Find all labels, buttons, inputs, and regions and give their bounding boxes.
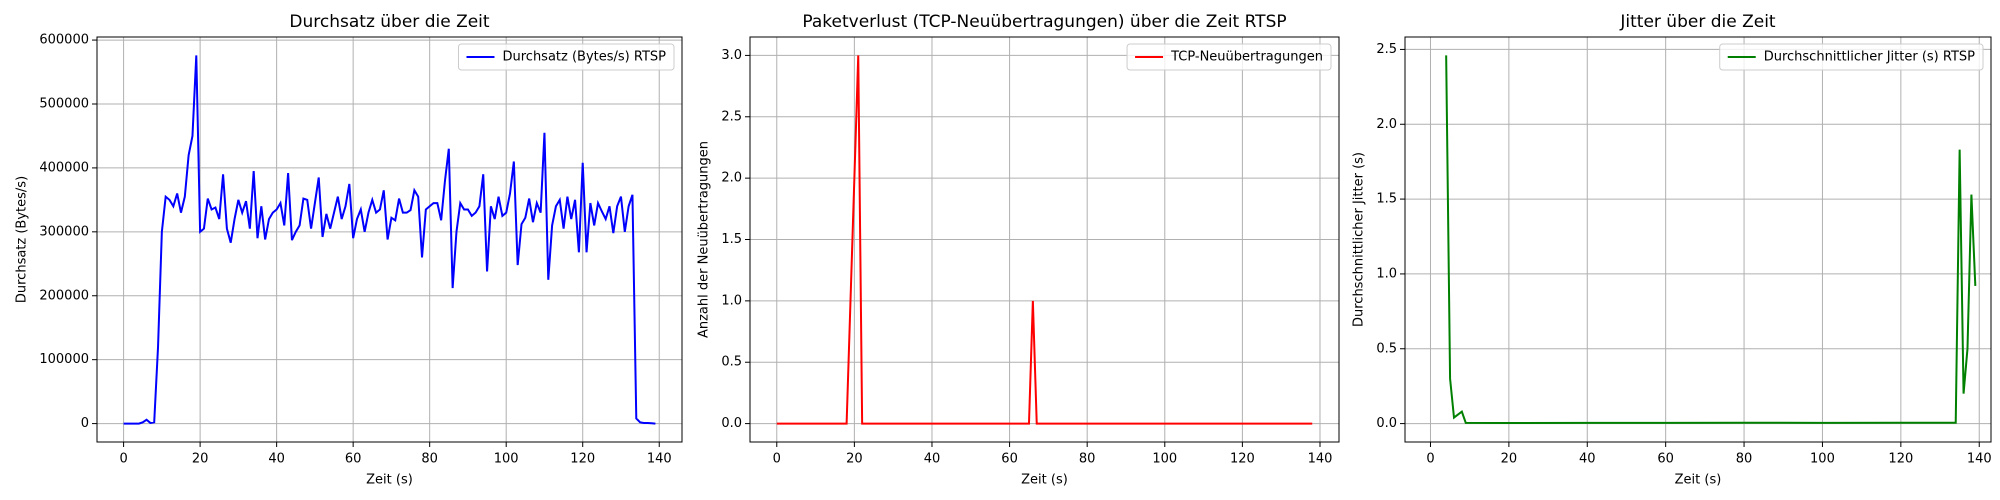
y-tick-label: 1.0 (1376, 266, 1397, 281)
x-tick-label: 120 (1888, 452, 1913, 467)
x-tick-label: 100 (494, 452, 519, 467)
y-tick-label: 100000 (39, 352, 89, 367)
y-tick-label: 500000 (39, 96, 89, 111)
x-tick-label: 0 (1426, 452, 1434, 467)
x-tick-label: 0 (119, 452, 127, 467)
legend-box (1719, 43, 1984, 71)
legend: Durchschnittlicher Jitter (s) RTSP (1719, 43, 1984, 71)
x-tick-label: 60 (1001, 452, 1018, 467)
y-tick-label: 400000 (39, 160, 89, 175)
x-tick-label: 80 (1736, 452, 1753, 467)
legend-box (1126, 43, 1332, 71)
chart-title: Durchsatz über die Zeit (289, 12, 489, 32)
y-tick-label: 600000 (39, 33, 89, 48)
x-tick-label: 100 (1810, 452, 1835, 467)
y-axis-label: Anzahl der Neuübertragungen (697, 141, 712, 338)
x-tick-label: 40 (924, 452, 941, 467)
y-tick-label: 2.0 (721, 171, 742, 186)
y-tick-label: 0.5 (721, 355, 742, 370)
x-tick-label: 140 (647, 452, 672, 467)
y-axis-label: Durchschnittlicher Jitter (s) (1352, 152, 1367, 327)
y-tick-label: 0.0 (721, 416, 742, 431)
legend: Durchsatz (Bytes/s) RTSP (457, 43, 675, 71)
axes-frame (749, 36, 1340, 443)
legend-box (457, 43, 675, 71)
x-tick-label: 80 (421, 452, 438, 467)
x-tick-label: 60 (345, 452, 362, 467)
x-tick-label: 20 (192, 452, 209, 467)
x-tick-label: 120 (570, 452, 595, 467)
y-tick-label: 200000 (39, 288, 89, 303)
x-tick-label: 0 (773, 452, 781, 467)
y-tick-label: 3.0 (721, 48, 742, 63)
axes-frame (1404, 36, 1992, 443)
chart-title: Paketverlust (TCP-Neuübertragungen) über… (802, 12, 1286, 32)
x-axis-label: Zeit (s) (1021, 473, 1068, 488)
legend-label: Durchsatz (Bytes/s) RTSP (502, 50, 666, 65)
x-tick-label: 120 (1230, 452, 1255, 467)
x-tick-label: 100 (1152, 452, 1177, 467)
x-axis-label: Zeit (s) (366, 473, 413, 488)
x-tick-label: 20 (1501, 452, 1518, 467)
y-tick-label: 2.5 (1376, 42, 1397, 57)
y-axis-label: Durchsatz (Bytes/s) (15, 176, 30, 303)
x-tick-label: 80 (1079, 452, 1096, 467)
legend-label: TCP-Neuübertragungen (1170, 50, 1323, 65)
legend: TCP-Neuübertragungen (1126, 43, 1332, 71)
y-tick-label: 0.0 (1376, 416, 1397, 431)
y-tick-label: 0 (81, 416, 89, 431)
x-tick-label: 140 (1967, 452, 1992, 467)
y-tick-label: 1.5 (721, 232, 742, 247)
legend-label: Durchschnittlicher Jitter (s) RTSP (1764, 50, 1975, 65)
y-tick-label: 1.5 (1376, 192, 1397, 207)
x-axis-label: Zeit (s) (1675, 473, 1722, 488)
axes-frame (96, 36, 683, 443)
x-tick-label: 20 (846, 452, 863, 467)
x-tick-label: 40 (268, 452, 285, 467)
y-tick-label: 0.5 (1376, 341, 1397, 356)
subplot: 0 20 40 60 80 100 120 140 0 100000 200000 300000 400… (15, 12, 683, 488)
y-tick-label: 2.5 (721, 109, 742, 124)
x-tick-label: 140 (1308, 452, 1333, 467)
data-line (1445, 55, 1977, 424)
x-tick-label: 40 (1579, 452, 1596, 467)
data-line (776, 55, 1313, 425)
subplot: 0 20 40 60 80 100 120 140 0.0 0.5 1.0 1.5 2.0 2.5 3.0 P… (697, 12, 1340, 488)
y-tick-label: 300000 (39, 224, 89, 239)
y-tick-label: 1.0 (721, 293, 742, 308)
x-tick-label: 60 (1657, 452, 1674, 467)
y-tick-label: 2.0 (1376, 117, 1397, 132)
chart-title: Jitter über die Zeit (1619, 12, 1776, 32)
subplot: 0 20 40 60 80 100 120 140 0.0 0.5 1.0 1.5 2.0 2.5 Jitt… (1352, 12, 1992, 488)
data-line (123, 55, 656, 425)
